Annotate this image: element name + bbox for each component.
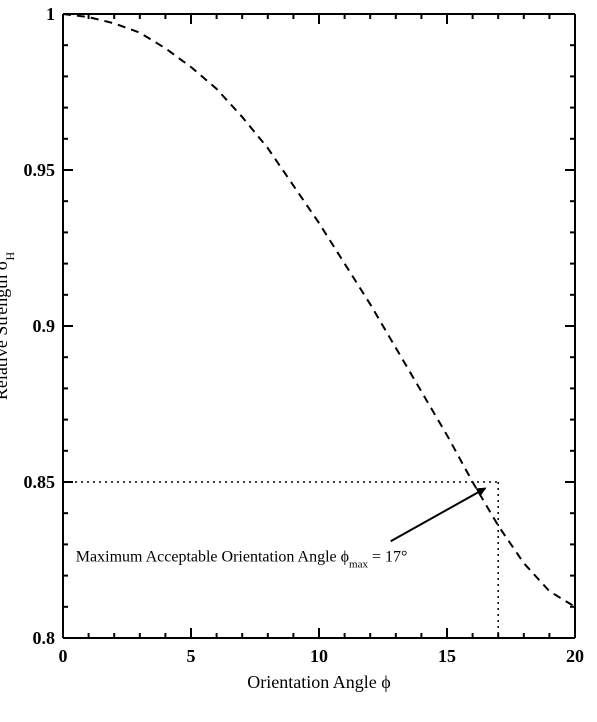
x-tick-label: 5 [187,646,196,666]
x-tick-label: 10 [310,646,328,666]
y-tick-label: 1 [46,4,55,24]
y-tick-label: 0.9 [33,316,56,336]
y-tick-label: 0.85 [24,472,56,492]
plot-background [0,0,597,722]
x-tick-label: 15 [438,646,456,666]
x-axis-label: Orientation Angle ϕ [247,672,390,692]
y-tick-label: 0.95 [24,160,56,180]
x-tick-label: 20 [566,646,584,666]
x-tick-label: 0 [59,646,68,666]
y-tick-label: 0.8 [33,628,56,648]
